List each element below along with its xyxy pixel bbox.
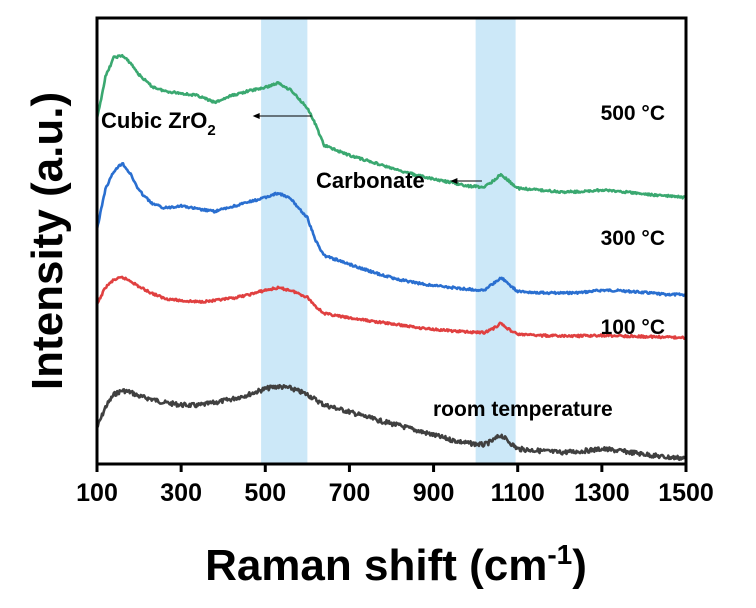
series-label-1: room temperature <box>433 398 613 421</box>
x-tick-label: 1300 <box>574 479 630 507</box>
x-tick-label: 500 <box>244 479 286 507</box>
series-line-4 <box>95 53 688 200</box>
x-tick-label: 1500 <box>658 479 714 507</box>
plot-frame <box>95 16 688 466</box>
series-label-4: 500 °C <box>601 102 665 125</box>
series-line-2 <box>96 275 687 340</box>
x-axis-title: Raman shift (cm-1) <box>205 539 587 590</box>
highlight-band-2 <box>475 18 516 464</box>
x-axis-ticks: 100 300 500 700 900 1100 1300 1500 <box>76 464 714 507</box>
arrowhead-cubic-zro2 <box>252 113 260 119</box>
series-line-1 <box>95 383 688 461</box>
series-label-2: 100 °C <box>601 316 665 339</box>
series-label-3: 300 °C <box>601 227 665 250</box>
annotations: Cubic ZrO2 Carbonate <box>101 108 482 193</box>
x-tick-label: 300 <box>160 479 202 507</box>
y-axis-title: Intensity (a.u.) <box>23 92 72 390</box>
x-tick-label: 100 <box>76 479 118 507</box>
annotation-carbonate: Carbonate <box>316 168 425 193</box>
spectra-curves <box>95 53 688 461</box>
series-line-3 <box>95 162 687 297</box>
annotation-cubic-zro2: Cubic ZrO2 <box>101 108 216 139</box>
x-tick-label: 900 <box>413 479 455 507</box>
x-tick-label: 700 <box>329 479 371 507</box>
arrowhead-carbonate <box>450 178 458 184</box>
x-tick-label: 1100 <box>491 479 545 507</box>
series-labels: room temperature 100 °C 300 °C 500 °C <box>433 102 665 421</box>
